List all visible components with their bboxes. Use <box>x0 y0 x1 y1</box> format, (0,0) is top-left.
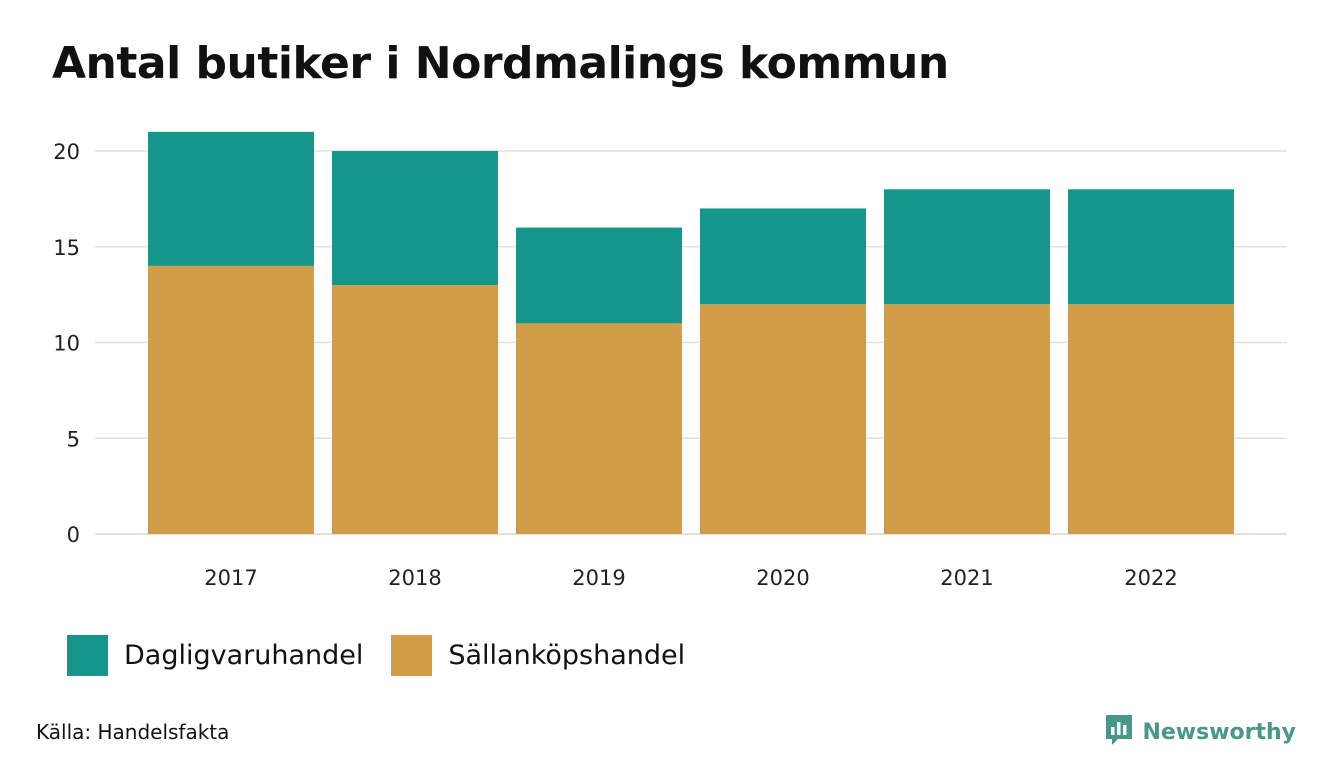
bar-sallankopshandel-2022 <box>1068 304 1234 534</box>
newsworthy-logo-icon <box>1104 713 1134 751</box>
x-tick-label-2020: 2020 <box>756 566 809 590</box>
legend-item-dagligvaruhandel: Dagligvaruhandel <box>67 635 363 676</box>
y-tick-label-20: 20 <box>53 140 80 164</box>
y-tick-label-15: 15 <box>53 236 80 260</box>
legend-swatch-dagligvaruhandel <box>67 635 108 676</box>
legend-item-sallankopshandel: Sällanköpshandel <box>391 635 685 676</box>
x-tick-label-2021: 2021 <box>940 566 993 590</box>
x-tick-label-2022: 2022 <box>1124 566 1177 590</box>
bar-dagligvaruhandel-2017 <box>148 131 314 266</box>
bar-dagligvaruhandel-2019 <box>516 227 682 324</box>
x-tick-label-2019: 2019 <box>572 566 625 590</box>
bar-sallankopshandel-2019 <box>516 323 682 534</box>
bar-dagligvaruhandel-2021 <box>884 189 1050 305</box>
legend-label-sallankopshandel: Sällanköpshandel <box>448 640 686 671</box>
y-tick-label-5: 5 <box>67 427 80 451</box>
y-tick-label-0: 0 <box>67 523 80 547</box>
legend-label-dagligvaruhandel: Dagligvaruhandel <box>124 640 364 671</box>
source-note: Källa: Handelsfakta <box>36 720 230 744</box>
chart-title: Antal butiker i Nordmalings kommun <box>52 38 949 89</box>
bar-dagligvaruhandel-2020 <box>700 208 866 305</box>
y-axis-ticks: 0 5 10 15 20 <box>53 140 80 547</box>
legend: Dagligvaruhandel Sällanköpshandel <box>67 635 685 676</box>
brand-name: Newsworthy <box>1142 719 1296 745</box>
legend-swatch-sallankopshandel <box>391 635 433 676</box>
bar-sallankopshandel-2020 <box>700 304 866 534</box>
y-tick-label-10: 10 <box>53 332 80 356</box>
bar-dagligvaruhandel-2018 <box>332 151 498 286</box>
x-tick-label-2018: 2018 <box>388 566 441 590</box>
bar-sallankopshandel-2021 <box>884 304 1050 534</box>
x-tick-label-2017: 2017 <box>204 566 257 590</box>
bar-sallankopshandel-2018 <box>332 285 498 534</box>
bar-dagligvaruhandel-2022 <box>1068 189 1234 305</box>
bars <box>148 131 1234 534</box>
brand-logo: Newsworthy <box>1104 713 1296 751</box>
bar-sallankopshandel-2017 <box>148 265 314 534</box>
x-axis-ticks: 2017 2018 2019 2020 2021 2022 <box>204 566 1177 590</box>
stacked-bar-chart: 0 5 10 15 20 2017 2018 2019 2020 2021 2022 <box>53 131 1287 590</box>
